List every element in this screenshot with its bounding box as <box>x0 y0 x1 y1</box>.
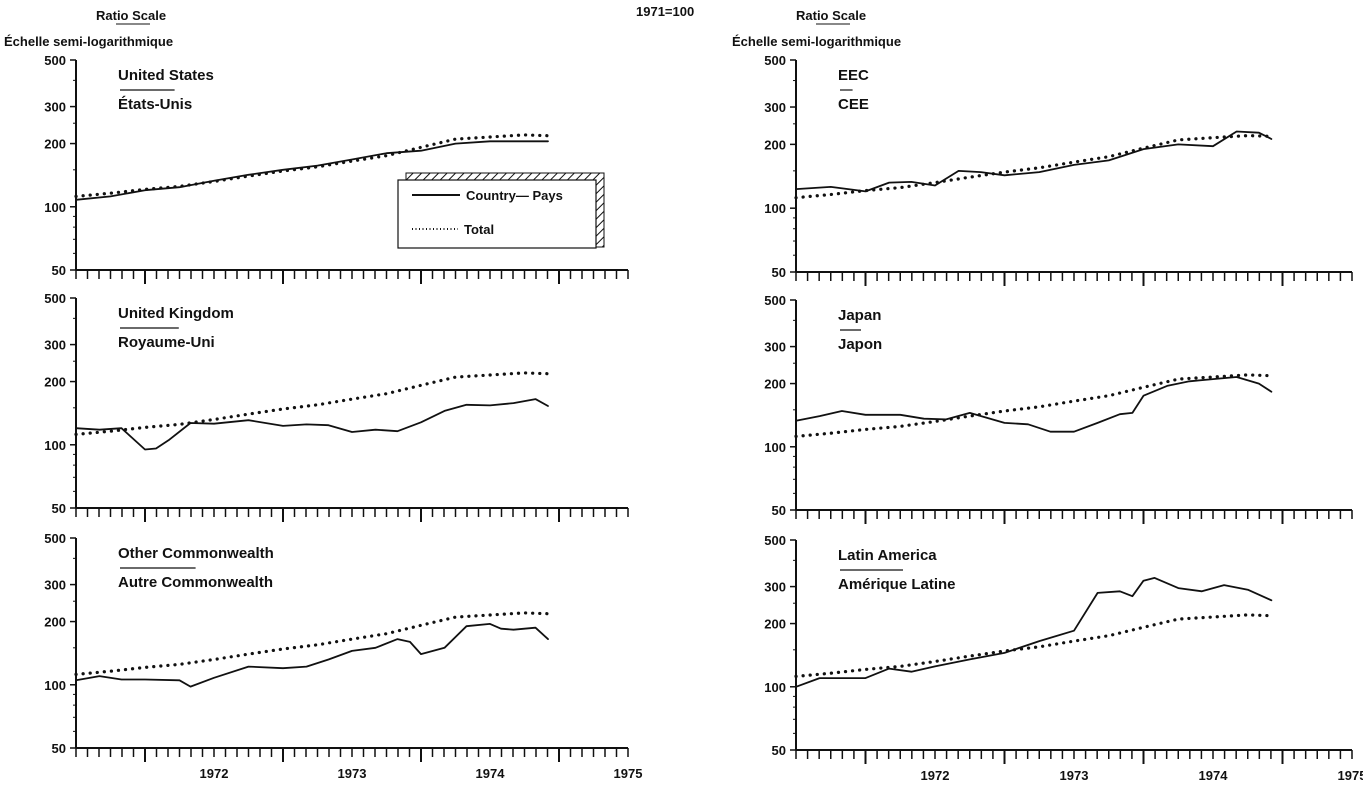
y-tick-label: 500 <box>44 291 66 306</box>
left-scale-label-fr: Échelle semi-logarithmique <box>4 34 173 49</box>
legend-country-label: Country— Pays <box>466 188 563 203</box>
y-tick-label: 50 <box>52 741 66 756</box>
x-tick-label: 1975 <box>1338 768 1363 783</box>
y-tick-label: 300 <box>764 580 786 595</box>
y-tick-label: 300 <box>44 578 66 593</box>
panel-united-kingdom: 50 100 200 300 500 United Kingdom Royaume-Uni <box>44 291 629 522</box>
panel-subtitle: CEE <box>838 96 869 113</box>
legend-box <box>397 179 597 249</box>
panel-subtitle: Autre Commonwealth <box>118 574 273 591</box>
y-tick-label: 200 <box>764 377 786 392</box>
y-tick-label: 200 <box>44 375 66 390</box>
y-tick-label: 200 <box>764 137 786 152</box>
x-tick-label: 1973 <box>338 766 367 781</box>
y-tick-label: 50 <box>772 503 786 518</box>
y-tick-label: 100 <box>44 438 66 453</box>
x-tick-label: 1974 <box>476 766 506 781</box>
index-base-label: 1971=100 <box>636 4 694 19</box>
y-tick-label: 100 <box>44 678 66 693</box>
y-tick-label: 500 <box>764 533 786 548</box>
country-series-line <box>795 376 1273 433</box>
x-tick-label: 1975 <box>614 766 643 781</box>
country-series-line <box>795 130 1273 193</box>
panel-latin-america: 50 100 200 300 500 1972 1973 1974 1975 Latin Amer… <box>764 533 1363 783</box>
right-scale-label-fr: Échelle semi-logarithmique <box>732 34 901 49</box>
panel-subtitle: Japon <box>838 336 882 353</box>
panel-subtitle: Amérique Latine <box>838 576 956 593</box>
total-series-line <box>794 613 1274 679</box>
y-tick-label: 100 <box>44 200 66 215</box>
y-tick-label: 100 <box>764 440 786 455</box>
y-tick-label: 200 <box>44 615 66 630</box>
x-tick-label: 1972 <box>921 768 950 783</box>
panel-title: EEC <box>838 67 869 84</box>
panel-title: United States <box>118 67 214 84</box>
legend: Country— Pays Total <box>397 172 605 249</box>
panel-japan: 50 100 200 300 500 Japan Japon <box>764 293 1353 524</box>
y-tick-label: 200 <box>764 617 786 632</box>
y-tick-label: 500 <box>44 53 66 68</box>
y-tick-label: 500 <box>44 531 66 546</box>
panel-united-states: 50 100 200 300 500 United States États-Unis <box>44 53 629 284</box>
y-tick-label: 100 <box>764 680 786 695</box>
country-series-line <box>75 623 549 688</box>
y-tick-label: 300 <box>44 100 66 115</box>
total-series-line <box>794 134 1274 200</box>
y-tick-label: 200 <box>44 137 66 152</box>
legend-total-label: Total <box>464 222 494 237</box>
y-tick-label: 300 <box>764 340 786 355</box>
panel-title: Japan <box>838 307 881 324</box>
y-tick-label: 300 <box>44 338 66 353</box>
left-scale-label: Ratio Scale <box>96 8 166 23</box>
x-tick-label: 1974 <box>1199 768 1229 783</box>
panel-title: United Kingdom <box>118 305 234 322</box>
panel-title: Other Commonwealth <box>118 545 274 562</box>
y-tick-label: 50 <box>772 743 786 758</box>
y-tick-label: 500 <box>764 53 786 68</box>
y-tick-label: 50 <box>772 265 786 280</box>
x-tick-label: 1972 <box>200 766 229 781</box>
y-tick-label: 500 <box>764 293 786 308</box>
y-tick-label: 50 <box>52 501 66 516</box>
x-tick-label: 1973 <box>1060 768 1089 783</box>
y-tick-label: 50 <box>52 263 66 278</box>
country-series-line <box>75 140 549 201</box>
country-series-line <box>75 398 549 451</box>
panel-other-commonwealth: 50 100 200 300 500 1972 1973 1974 1975 Other Comm… <box>44 531 642 781</box>
panel-eec: 50 100 200 300 500 EEC CEE <box>764 53 1353 286</box>
y-tick-label: 300 <box>764 100 786 115</box>
panel-title: Latin America <box>838 547 937 564</box>
panel-subtitle: États-Unis <box>118 96 192 113</box>
total-series-line <box>794 373 1274 438</box>
panel-subtitle: Royaume-Uni <box>118 334 215 351</box>
y-tick-label: 100 <box>764 201 786 216</box>
right-scale-label: Ratio Scale <box>796 8 866 23</box>
country-series-line <box>795 577 1273 688</box>
